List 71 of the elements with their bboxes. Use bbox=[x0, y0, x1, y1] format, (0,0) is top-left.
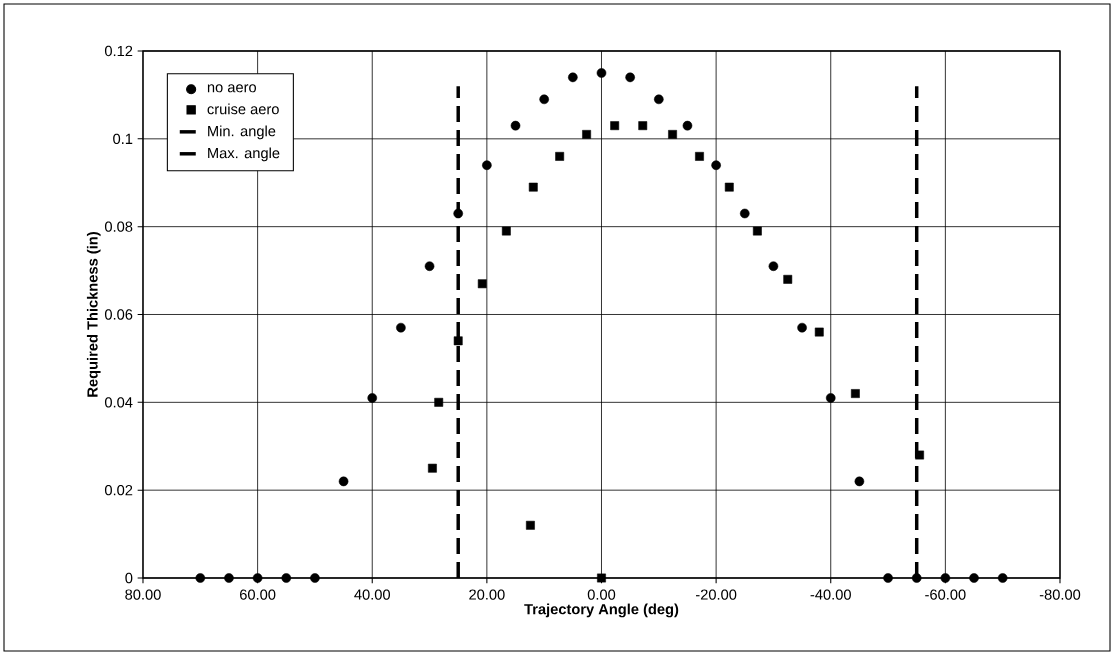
point bbox=[224, 573, 234, 583]
legend-label: Max. angle bbox=[208, 147, 280, 162]
y-tick-label: 0 bbox=[125, 572, 133, 584]
legend-label: no aero bbox=[207, 84, 257, 93]
point bbox=[940, 573, 951, 583]
x-tick-label: -20.00 bbox=[695, 589, 737, 600]
point bbox=[850, 389, 860, 398]
point bbox=[434, 397, 444, 407]
point bbox=[654, 94, 664, 105]
point bbox=[711, 160, 721, 170]
point bbox=[625, 72, 635, 83]
point bbox=[396, 322, 406, 333]
point bbox=[797, 322, 807, 333]
point bbox=[453, 336, 463, 346]
y-tick-label: 0.1 bbox=[113, 133, 133, 145]
point bbox=[695, 152, 704, 161]
point bbox=[783, 274, 793, 284]
point bbox=[310, 573, 320, 583]
point bbox=[568, 72, 578, 83]
point bbox=[682, 120, 693, 131]
point bbox=[501, 226, 511, 236]
point bbox=[195, 573, 206, 583]
x-tick-label: -40.00 bbox=[810, 589, 851, 600]
legend-label: cruise aero bbox=[207, 103, 279, 115]
point bbox=[825, 393, 836, 403]
point bbox=[539, 94, 549, 105]
point bbox=[367, 393, 378, 403]
y-tick-label: 0.02 bbox=[104, 484, 133, 496]
point bbox=[668, 130, 677, 139]
point bbox=[453, 208, 464, 219]
x-tick-label: 80.00 bbox=[125, 589, 161, 600]
point bbox=[724, 182, 734, 192]
point bbox=[528, 182, 538, 192]
x-axis-title: Trajectory Angle (deg) bbox=[524, 603, 679, 618]
x-tick-label: -60.00 bbox=[925, 589, 966, 600]
x-tick-label: 0.00 bbox=[587, 589, 616, 600]
point bbox=[814, 327, 824, 337]
x-tick-label: 20.00 bbox=[469, 589, 505, 600]
point bbox=[610, 121, 620, 131]
y-tick-label: 0.08 bbox=[104, 221, 133, 232]
point bbox=[969, 573, 979, 583]
point bbox=[477, 279, 487, 289]
y-tick-label: 0.04 bbox=[104, 397, 133, 408]
point bbox=[424, 261, 435, 271]
point bbox=[281, 573, 292, 583]
point bbox=[582, 130, 591, 139]
point bbox=[997, 573, 1008, 583]
x-tick-label: 40.00 bbox=[354, 589, 390, 600]
point bbox=[911, 573, 922, 583]
point bbox=[252, 573, 263, 583]
point bbox=[596, 68, 607, 78]
point bbox=[854, 476, 865, 487]
point bbox=[768, 261, 779, 271]
point bbox=[915, 450, 924, 460]
y-tick-label: 0.12 bbox=[104, 45, 133, 57]
point bbox=[597, 573, 606, 583]
point bbox=[482, 160, 492, 170]
y-axis-title: Required Thickness (in) bbox=[86, 232, 101, 397]
y-tick-label: 0.06 bbox=[104, 309, 133, 320]
point bbox=[428, 463, 437, 473]
point bbox=[338, 476, 349, 487]
x-tick-label: 60.00 bbox=[240, 589, 276, 600]
point bbox=[510, 120, 521, 131]
point bbox=[638, 121, 648, 131]
legend-label: Min. angle bbox=[208, 125, 276, 140]
point bbox=[752, 226, 762, 236]
point bbox=[739, 208, 750, 219]
point bbox=[555, 152, 565, 161]
point bbox=[883, 573, 893, 583]
x-tick-label: -80.00 bbox=[1039, 589, 1081, 600]
point bbox=[526, 520, 535, 530]
